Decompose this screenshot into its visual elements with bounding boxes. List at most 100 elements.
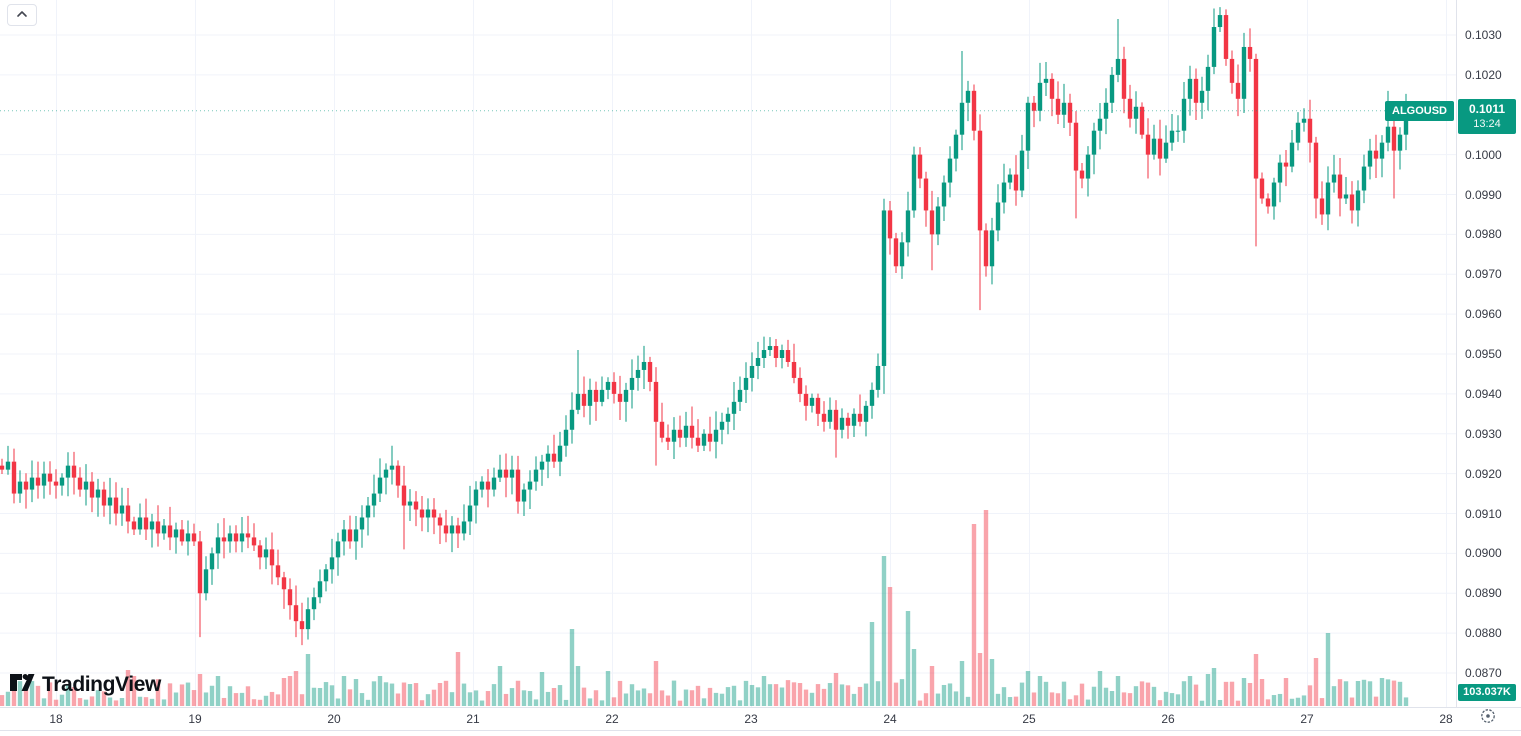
volume-bar [1235, 700, 1241, 706]
candle-body [11, 461, 17, 494]
volume-bar [1013, 696, 1019, 706]
volume-bar [407, 684, 413, 706]
volume-bar [203, 692, 209, 706]
candle-body [827, 409, 833, 422]
candle-body [245, 533, 251, 538]
volume-bar [1373, 696, 1379, 706]
collapse-toolbar-button[interactable] [7, 4, 37, 26]
volume-bar [1379, 678, 1385, 706]
candle-body [131, 521, 137, 530]
volume-bar [1283, 678, 1289, 706]
volume-bar [1307, 685, 1313, 706]
volume-bar [257, 699, 263, 706]
volume-bar [1403, 697, 1409, 706]
candle-body [689, 425, 695, 438]
candle-body [611, 381, 617, 394]
volume-bar [1391, 680, 1397, 706]
volume-bar [929, 666, 935, 706]
volume-bar [437, 683, 443, 706]
volume-bar [839, 684, 845, 706]
candle-body [725, 413, 731, 422]
volume-bar [311, 687, 317, 706]
volume-bar [665, 695, 671, 706]
candle-body [1139, 106, 1145, 135]
volume-bar [629, 684, 635, 706]
candle-body [767, 346, 773, 351]
candle-body [1007, 174, 1013, 183]
candle-body [875, 365, 881, 390]
volume-bar [653, 661, 659, 706]
time-tick-label: 22 [605, 712, 619, 726]
candle-body [101, 489, 107, 506]
volume-bar [245, 686, 251, 706]
volume-bar [1385, 679, 1391, 706]
candle-body [617, 393, 623, 402]
volume-bar [1121, 692, 1127, 706]
volume-bar [161, 699, 167, 706]
candle-body [719, 421, 725, 430]
volume-bar [521, 690, 527, 706]
tradingview-logo-icon [8, 669, 35, 701]
volume-bar [29, 681, 35, 706]
volume-bar [323, 682, 329, 706]
tradingview-logo[interactable]: TradingView [8, 669, 161, 701]
candle-body [677, 429, 683, 438]
volume-bar [779, 687, 785, 706]
volume-bar [533, 699, 539, 706]
volume-bar [341, 676, 347, 706]
candle-body [1319, 198, 1325, 215]
candle-body [53, 481, 59, 486]
volume-bar [731, 685, 737, 706]
candle-body [701, 433, 707, 446]
candle-body [821, 413, 827, 422]
candlestick-chart-pane[interactable] [0, 0, 1456, 707]
candle-body [557, 445, 563, 462]
timezone-settings-icon[interactable] [1478, 706, 1498, 726]
candle-body [1289, 142, 1295, 167]
volume-bar [167, 683, 173, 706]
candle-body [461, 521, 467, 534]
candle-body [989, 230, 995, 267]
candle-body [41, 473, 47, 486]
candle-body [5, 461, 11, 470]
volume-bar [89, 696, 95, 706]
volume-bar [887, 587, 893, 706]
candle-body [353, 529, 359, 542]
chevron-up-icon [14, 6, 30, 25]
volume-bar [1397, 681, 1403, 706]
candle-body [275, 565, 281, 578]
volume-bar [893, 682, 899, 706]
volume-bar [263, 695, 269, 706]
volume-bar [1061, 681, 1067, 706]
volume-bar [983, 510, 989, 706]
candle-body [515, 469, 521, 502]
candle-body [1109, 74, 1115, 103]
candle-body [1271, 182, 1277, 207]
time-tick-label: 26 [1161, 712, 1175, 726]
volume-bar [1187, 676, 1193, 706]
candle-body [1331, 174, 1337, 183]
candle-body [659, 421, 665, 438]
volume-bar [1157, 700, 1163, 706]
time-axis[interactable]: 18 19 20 21 22 23 24 25 26 27 28 [0, 707, 1521, 731]
candle-body [1187, 78, 1193, 99]
candle-body [581, 393, 587, 406]
volume-bar [353, 679, 359, 706]
candle-body [395, 465, 401, 486]
volume-bar [137, 696, 143, 706]
candle-body [551, 453, 557, 462]
volume-bar [1043, 681, 1049, 706]
candle-body [1259, 178, 1265, 199]
volume-bar [1271, 695, 1277, 706]
candle-body [155, 521, 161, 534]
volume-bar [749, 684, 755, 706]
volume-bar [281, 678, 287, 706]
volume-bar [641, 688, 647, 706]
volume-badge: 103.037K [1458, 684, 1516, 701]
time-tick-label: 19 [188, 712, 202, 726]
volume-bar [1193, 684, 1199, 706]
price-tick-label: 0.0890 [1465, 586, 1502, 601]
volume-bar [1301, 695, 1307, 706]
candle-body [305, 609, 311, 630]
candle-body [227, 533, 233, 542]
